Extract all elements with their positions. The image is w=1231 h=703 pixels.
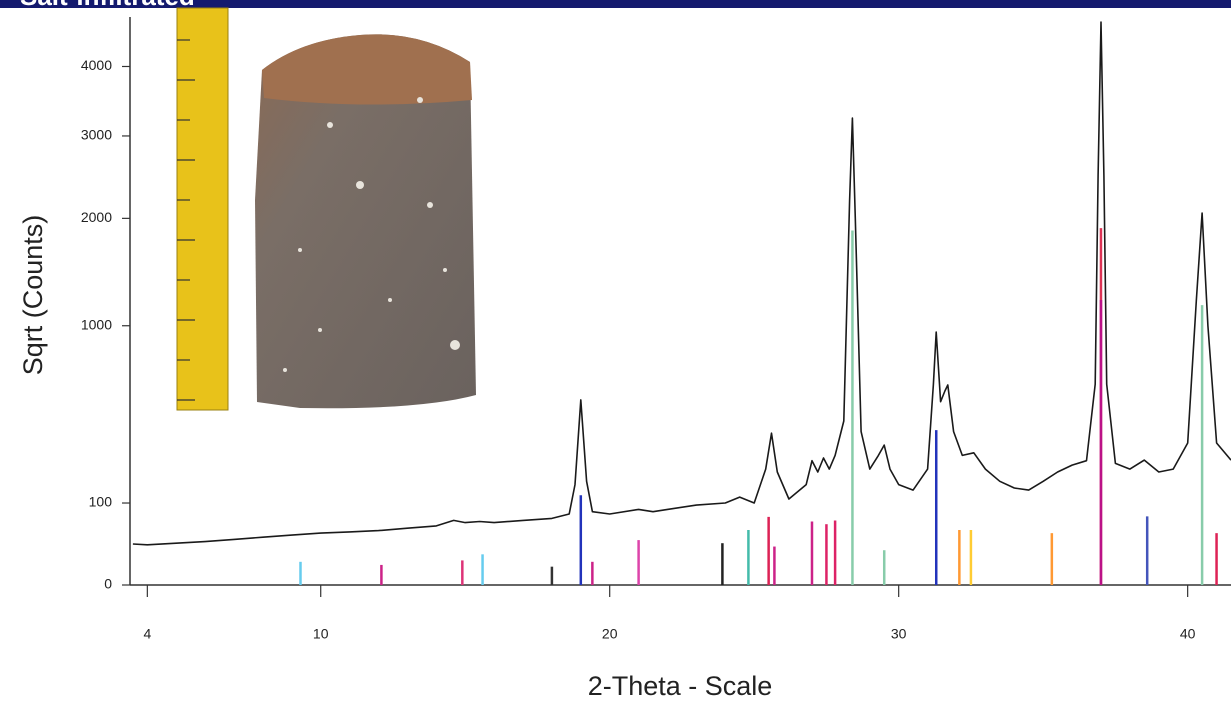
y-tick-label: 2000: [81, 209, 112, 225]
y-tick-label: 4000: [81, 57, 112, 73]
rock-top: [262, 34, 472, 105]
y-tick-label: 1000: [81, 316, 112, 332]
x-tick-label: 10: [313, 626, 329, 642]
diffraction-line: [132, 21, 1231, 546]
x-tick-label: 4: [143, 626, 151, 642]
ruler: [176, 7, 229, 411]
title-banner: [0, 0, 1231, 8]
chart-title: Salt-infiltrated: [20, 0, 195, 11]
rock-core: [255, 34, 476, 409]
x-axis-title: 2-Theta - Scale: [588, 671, 773, 701]
x-tick-label: 20: [602, 626, 618, 642]
sample-photo: [176, 7, 476, 411]
y-axis-title: Sqrt (Counts): [18, 215, 48, 376]
y-tick-label: 3000: [81, 127, 112, 143]
y-tick-label: 100: [89, 494, 113, 510]
y-tick-label: 0: [104, 576, 112, 592]
x-tick-label: 30: [891, 626, 907, 642]
x-tick-label: 40: [1180, 626, 1196, 642]
